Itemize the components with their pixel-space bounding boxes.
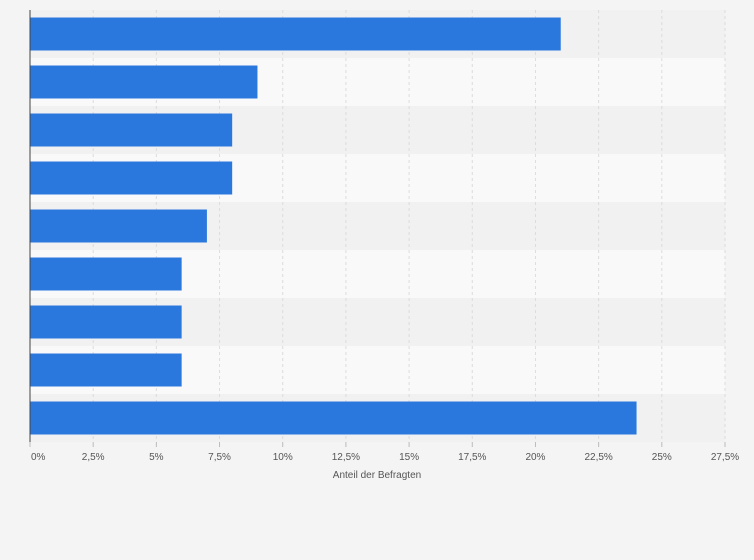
x-axis-title: Anteil der Befragten [333,470,421,481]
x-tick-label: 0% [31,452,46,463]
bar[interactable] [30,113,233,147]
x-tick-label: 15% [399,452,419,463]
x-tick-label: 17,5% [458,452,486,463]
x-tick-label: 22,5% [584,452,612,463]
x-tick-label: 10% [273,452,293,463]
bar[interactable] [30,65,258,99]
x-tick-label: 7,5% [208,452,231,463]
bar[interactable] [30,353,182,387]
x-tick-label: 27,5% [711,452,739,463]
x-tick-label: 25% [652,452,672,463]
bar[interactable] [30,305,182,339]
bar[interactable] [30,161,233,195]
bar[interactable] [30,257,182,291]
bars [30,17,637,435]
x-axis-ticks: 0% 2,5% 5% 7,5% 10% 12,5% 15% 17,5% 20% 22,5% 25% 2… [29,442,739,463]
bar[interactable] [30,17,561,51]
bar[interactable] [30,209,207,243]
x-tick-label: 20% [525,452,545,463]
bar[interactable] [30,401,637,435]
x-tick-label: 5% [149,452,164,463]
x-tick-label: 2,5% [82,452,105,463]
x-tick-label: 12,5% [332,452,360,463]
